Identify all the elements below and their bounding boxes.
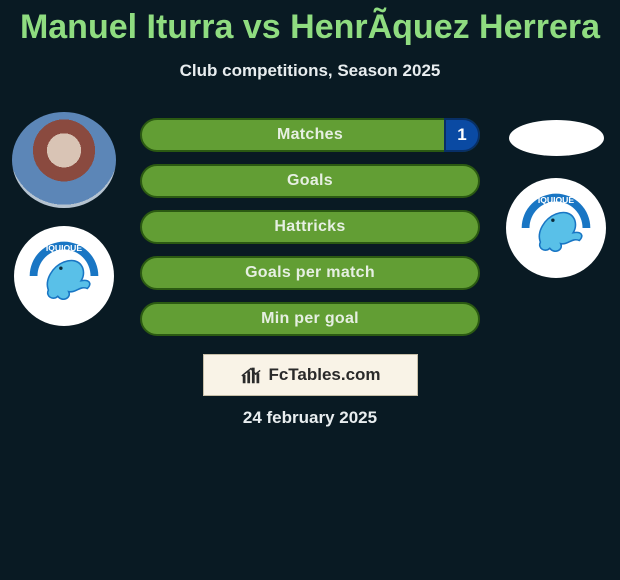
date-text: 24 february 2025 <box>0 408 620 428</box>
bar-goals-per-match: Goals per match <box>140 256 480 290</box>
bar-matches: Matches 1 <box>140 118 480 152</box>
player-avatar-placeholder <box>509 120 604 156</box>
bar-label: Goals per match <box>140 264 480 282</box>
subtitle: Club competitions, Season 2025 <box>0 61 620 81</box>
bar-chart-icon <box>240 364 262 386</box>
bar-label: Matches <box>140 126 480 144</box>
iquique-crest-icon: IQUIQUE <box>517 189 595 267</box>
bar-label: Hattricks <box>140 218 480 236</box>
page-title: Manuel Iturra vs HenrÃ­quez Herrera <box>0 0 620 47</box>
player-avatar-iturra <box>12 112 116 208</box>
right-column: IQUIQUE <box>500 118 612 278</box>
club-crest-iquique-right: IQUIQUE <box>506 178 606 278</box>
brand-box: FcTables.com <box>203 354 418 396</box>
club-crest-iquique-left: IQUIQUE <box>14 226 114 326</box>
iquique-crest-icon: IQUIQUE <box>25 237 103 315</box>
bar-min-per-goal: Min per goal <box>140 302 480 336</box>
bar-label: Min per goal <box>140 310 480 328</box>
bar-hattricks: Hattricks <box>140 210 480 244</box>
brand-text: FcTables.com <box>268 365 380 385</box>
crest-label: IQUIQUE <box>46 243 83 253</box>
left-column: IQUIQUE <box>8 112 120 326</box>
bar-goals: Goals <box>140 164 480 198</box>
bar-label: Goals <box>140 172 480 190</box>
crest-label: IQUIQUE <box>538 195 575 205</box>
bar-right-value: 1 <box>444 118 480 152</box>
stat-bars: Matches 1 Goals Hattricks Goals per matc… <box>140 118 480 348</box>
